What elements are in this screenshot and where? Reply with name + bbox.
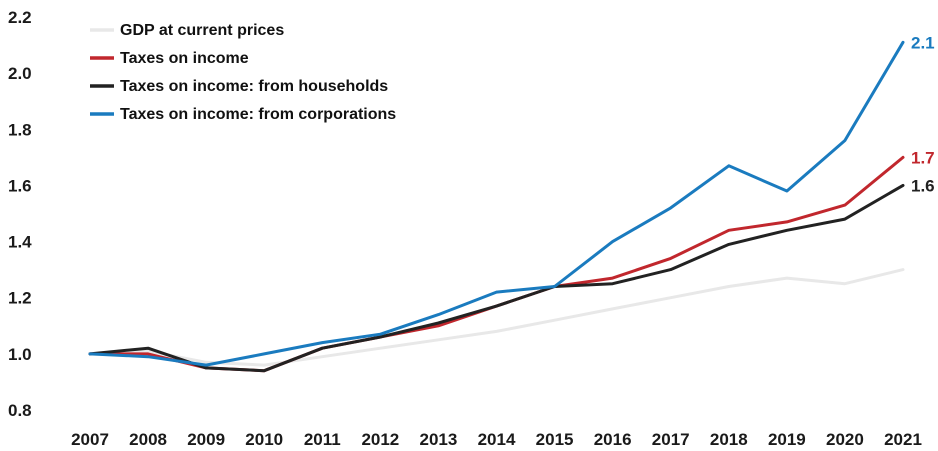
data-point <box>669 268 672 271</box>
data-point <box>611 307 614 311</box>
x-axis: 2007 2008 2009 2010 2011 2012 2013 2014 2015 2016… <box>71 430 922 449</box>
y-tick-label: 1.4 <box>8 233 32 252</box>
y-axis: 0.8 1.0 1.2 1.4 1.6 1.8 2.0 2.2 <box>8 8 32 420</box>
data-point <box>146 352 150 356</box>
legend-label: Taxes on income: from corporations <box>120 106 396 123</box>
data-point <box>204 366 208 370</box>
data-point <box>843 139 847 142</box>
data-point <box>553 285 556 288</box>
y-tick-label: 1.8 <box>8 120 32 139</box>
data-point <box>727 229 730 232</box>
data-point <box>901 268 905 271</box>
data-point <box>785 229 789 232</box>
data-point <box>263 363 266 367</box>
y-tick-label: 2.2 <box>8 8 32 27</box>
x-tick-label: 2014 <box>478 430 516 449</box>
data-point <box>901 156 905 159</box>
data-point <box>263 369 266 372</box>
x-tick-label: 2010 <box>245 430 283 449</box>
data-point <box>785 189 789 193</box>
x-tick-label: 2012 <box>361 430 399 449</box>
data-point <box>379 335 382 339</box>
end-value-label: 1.7 <box>911 148 935 167</box>
data-point <box>495 304 498 308</box>
end-value-label: 1.6 <box>911 176 935 195</box>
x-tick-label: 2007 <box>71 430 109 449</box>
data-point <box>843 282 847 285</box>
legend-label: Taxes on income <box>120 50 249 67</box>
x-tick-label: 2009 <box>187 430 225 449</box>
data-point <box>437 338 440 342</box>
data-point <box>146 347 150 350</box>
data-point <box>785 220 789 224</box>
x-tick-label: 2016 <box>594 430 632 449</box>
data-point <box>727 243 730 246</box>
data-point <box>843 217 847 221</box>
data-point <box>437 321 440 325</box>
data-point <box>146 355 150 358</box>
data-point <box>611 282 614 285</box>
x-tick-label: 2015 <box>536 430 574 449</box>
y-tick-label: 1.6 <box>8 176 32 195</box>
y-tick-label: 0.8 <box>8 401 32 420</box>
data-point <box>785 276 789 280</box>
data-point <box>495 330 498 333</box>
x-tick-label: 2018 <box>710 430 748 449</box>
x-tick-label: 2008 <box>129 430 167 449</box>
data-point <box>321 355 324 358</box>
data-point <box>204 363 208 367</box>
data-point <box>495 290 498 294</box>
y-tick-label: 1.0 <box>8 345 32 364</box>
data-point <box>669 257 672 260</box>
data-point <box>321 341 324 344</box>
data-point <box>204 361 208 364</box>
data-point <box>843 203 847 207</box>
data-point <box>669 296 672 299</box>
x-tick-label: 2013 <box>420 430 458 449</box>
data-point <box>437 313 440 316</box>
y-tick-label: 1.2 <box>8 289 32 308</box>
data-point <box>727 285 730 288</box>
end-value-label: 2.1 <box>911 33 935 52</box>
x-tick-label: 2017 <box>652 430 690 449</box>
data-point <box>437 324 440 327</box>
series-line-1 <box>88 268 905 367</box>
data-point <box>901 41 905 44</box>
data-point <box>379 347 382 350</box>
data-point <box>611 276 614 280</box>
legend: GDP at current prices Taxes on income Taxe… <box>90 22 396 123</box>
data-point <box>146 349 150 353</box>
x-tick-label: 2020 <box>826 430 864 449</box>
legend-label: Taxes on income: from households <box>120 78 388 95</box>
data-point <box>321 347 324 350</box>
data-point <box>727 164 730 167</box>
data-point <box>669 206 672 210</box>
data-point <box>379 333 382 336</box>
end-labels: 1.7 1.6 2.1 <box>911 33 935 195</box>
legend-label: GDP at current prices <box>120 22 284 39</box>
x-tick-label: 2019 <box>768 430 806 449</box>
data-point <box>88 352 92 356</box>
data-point <box>901 184 905 187</box>
x-tick-label: 2011 <box>304 430 341 449</box>
data-point <box>611 240 614 243</box>
series-lines <box>88 40 905 373</box>
data-point <box>553 318 556 322</box>
x-tick-label: 2021 <box>884 430 922 449</box>
y-tick-label: 2.0 <box>8 64 32 83</box>
data-point <box>263 352 266 356</box>
